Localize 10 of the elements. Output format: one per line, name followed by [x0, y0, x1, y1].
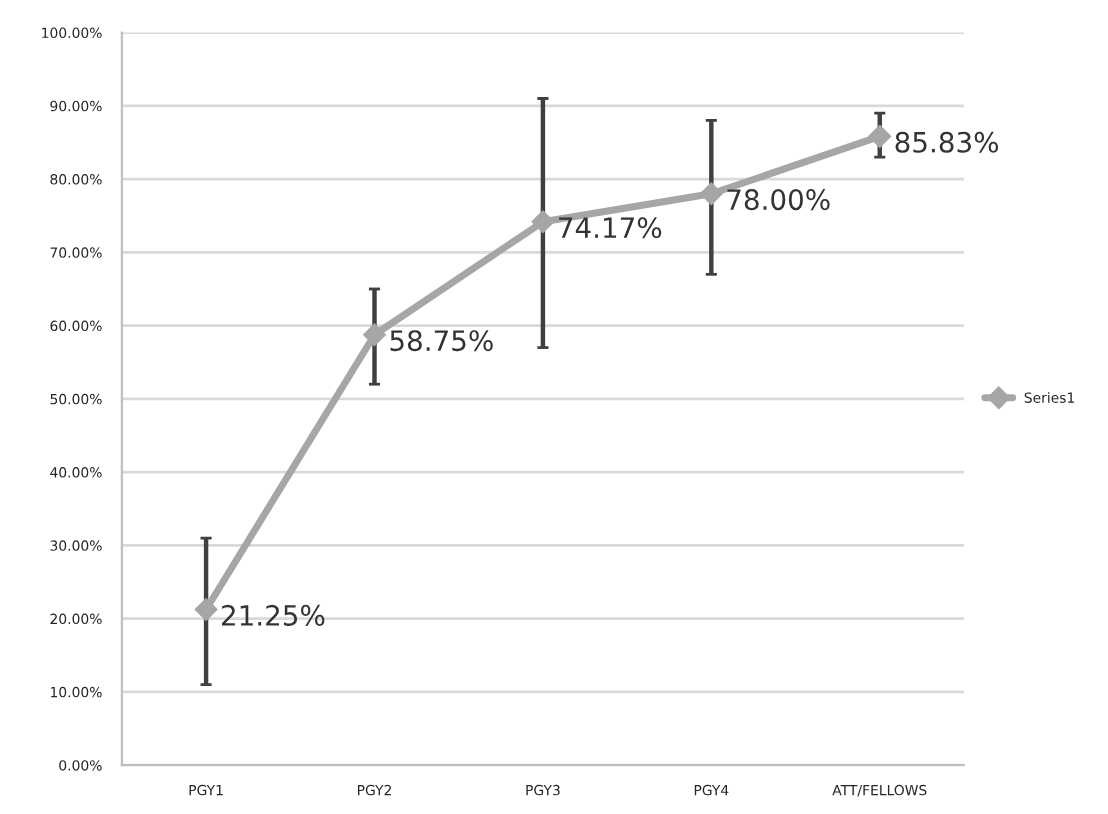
point — [531, 210, 555, 233]
data-label: 21.25% — [222, 604, 325, 626]
point — [700, 182, 723, 205]
data-label: 74.17% — [559, 217, 662, 239]
data-label: 78.00% — [727, 189, 830, 211]
point — [868, 125, 891, 148]
data-label: 85.83% — [895, 131, 999, 153]
data-label: 58.75% — [390, 330, 493, 352]
point — [194, 598, 218, 621]
point — [363, 323, 386, 346]
